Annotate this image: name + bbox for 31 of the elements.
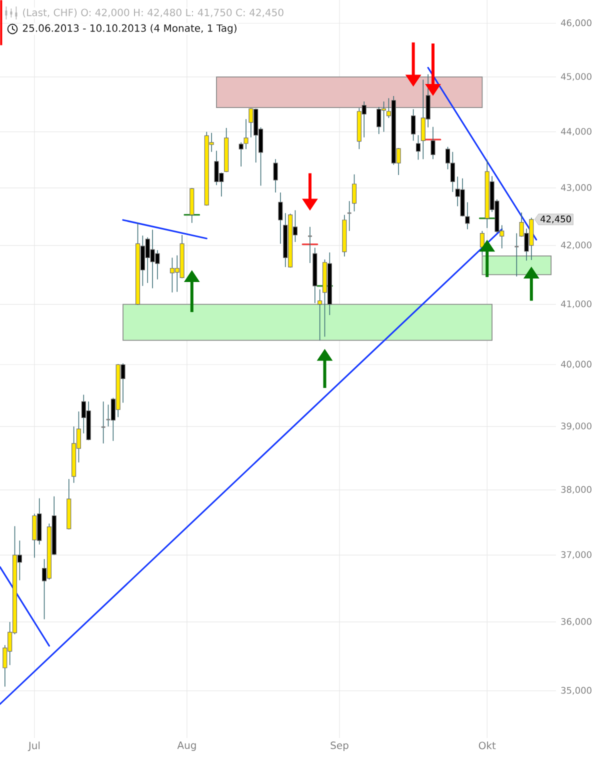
y-tick-label: 45,000 <box>560 73 592 81</box>
y-tick-label: 35,000 <box>561 686 592 695</box>
y-tick-label: 37,000 <box>561 551 592 559</box>
candlestick <box>480 230 484 256</box>
x-tick-label: Jul <box>28 742 40 752</box>
candlestick <box>273 158 278 193</box>
x-tick-label: Okt <box>478 742 496 750</box>
candlestick <box>346 200 352 232</box>
y-tick-label: 44,000 <box>560 128 592 136</box>
annotation: 42,450 <box>540 216 571 224</box>
y-tick-label: 43,000 <box>560 184 592 192</box>
candlestick <box>278 192 283 244</box>
candlestick <box>307 226 313 264</box>
candlestick <box>416 134 420 160</box>
candlestick <box>430 126 436 160</box>
y-tick-label: 38,000 <box>561 486 592 494</box>
y-tick-label: 46,000 <box>560 19 592 28</box>
candlestick <box>318 289 322 341</box>
y-tick-label: 36,000 <box>561 618 592 626</box>
candlestick <box>352 174 357 212</box>
candlestick <box>411 108 416 142</box>
x-tick-label: Aug <box>177 742 196 751</box>
y-tick-label: 41,000 <box>560 300 592 308</box>
text: 25.06.2013 - 10.10.2013 (4 Monate, 1 Tag) <box>22 24 236 34</box>
y-tick-label: 39,000 <box>561 422 592 430</box>
y-tick-label: 42,000 <box>560 242 592 250</box>
candlestick <box>100 401 106 444</box>
candlestick <box>106 404 111 427</box>
text: (Last, CHF) O: 42,000 H: 42,480 L: 41,750 C: 42,450 <box>23 8 284 18</box>
y-tick-label: 40,000 <box>560 360 592 368</box>
x-tick-label: Sep <box>330 742 348 752</box>
